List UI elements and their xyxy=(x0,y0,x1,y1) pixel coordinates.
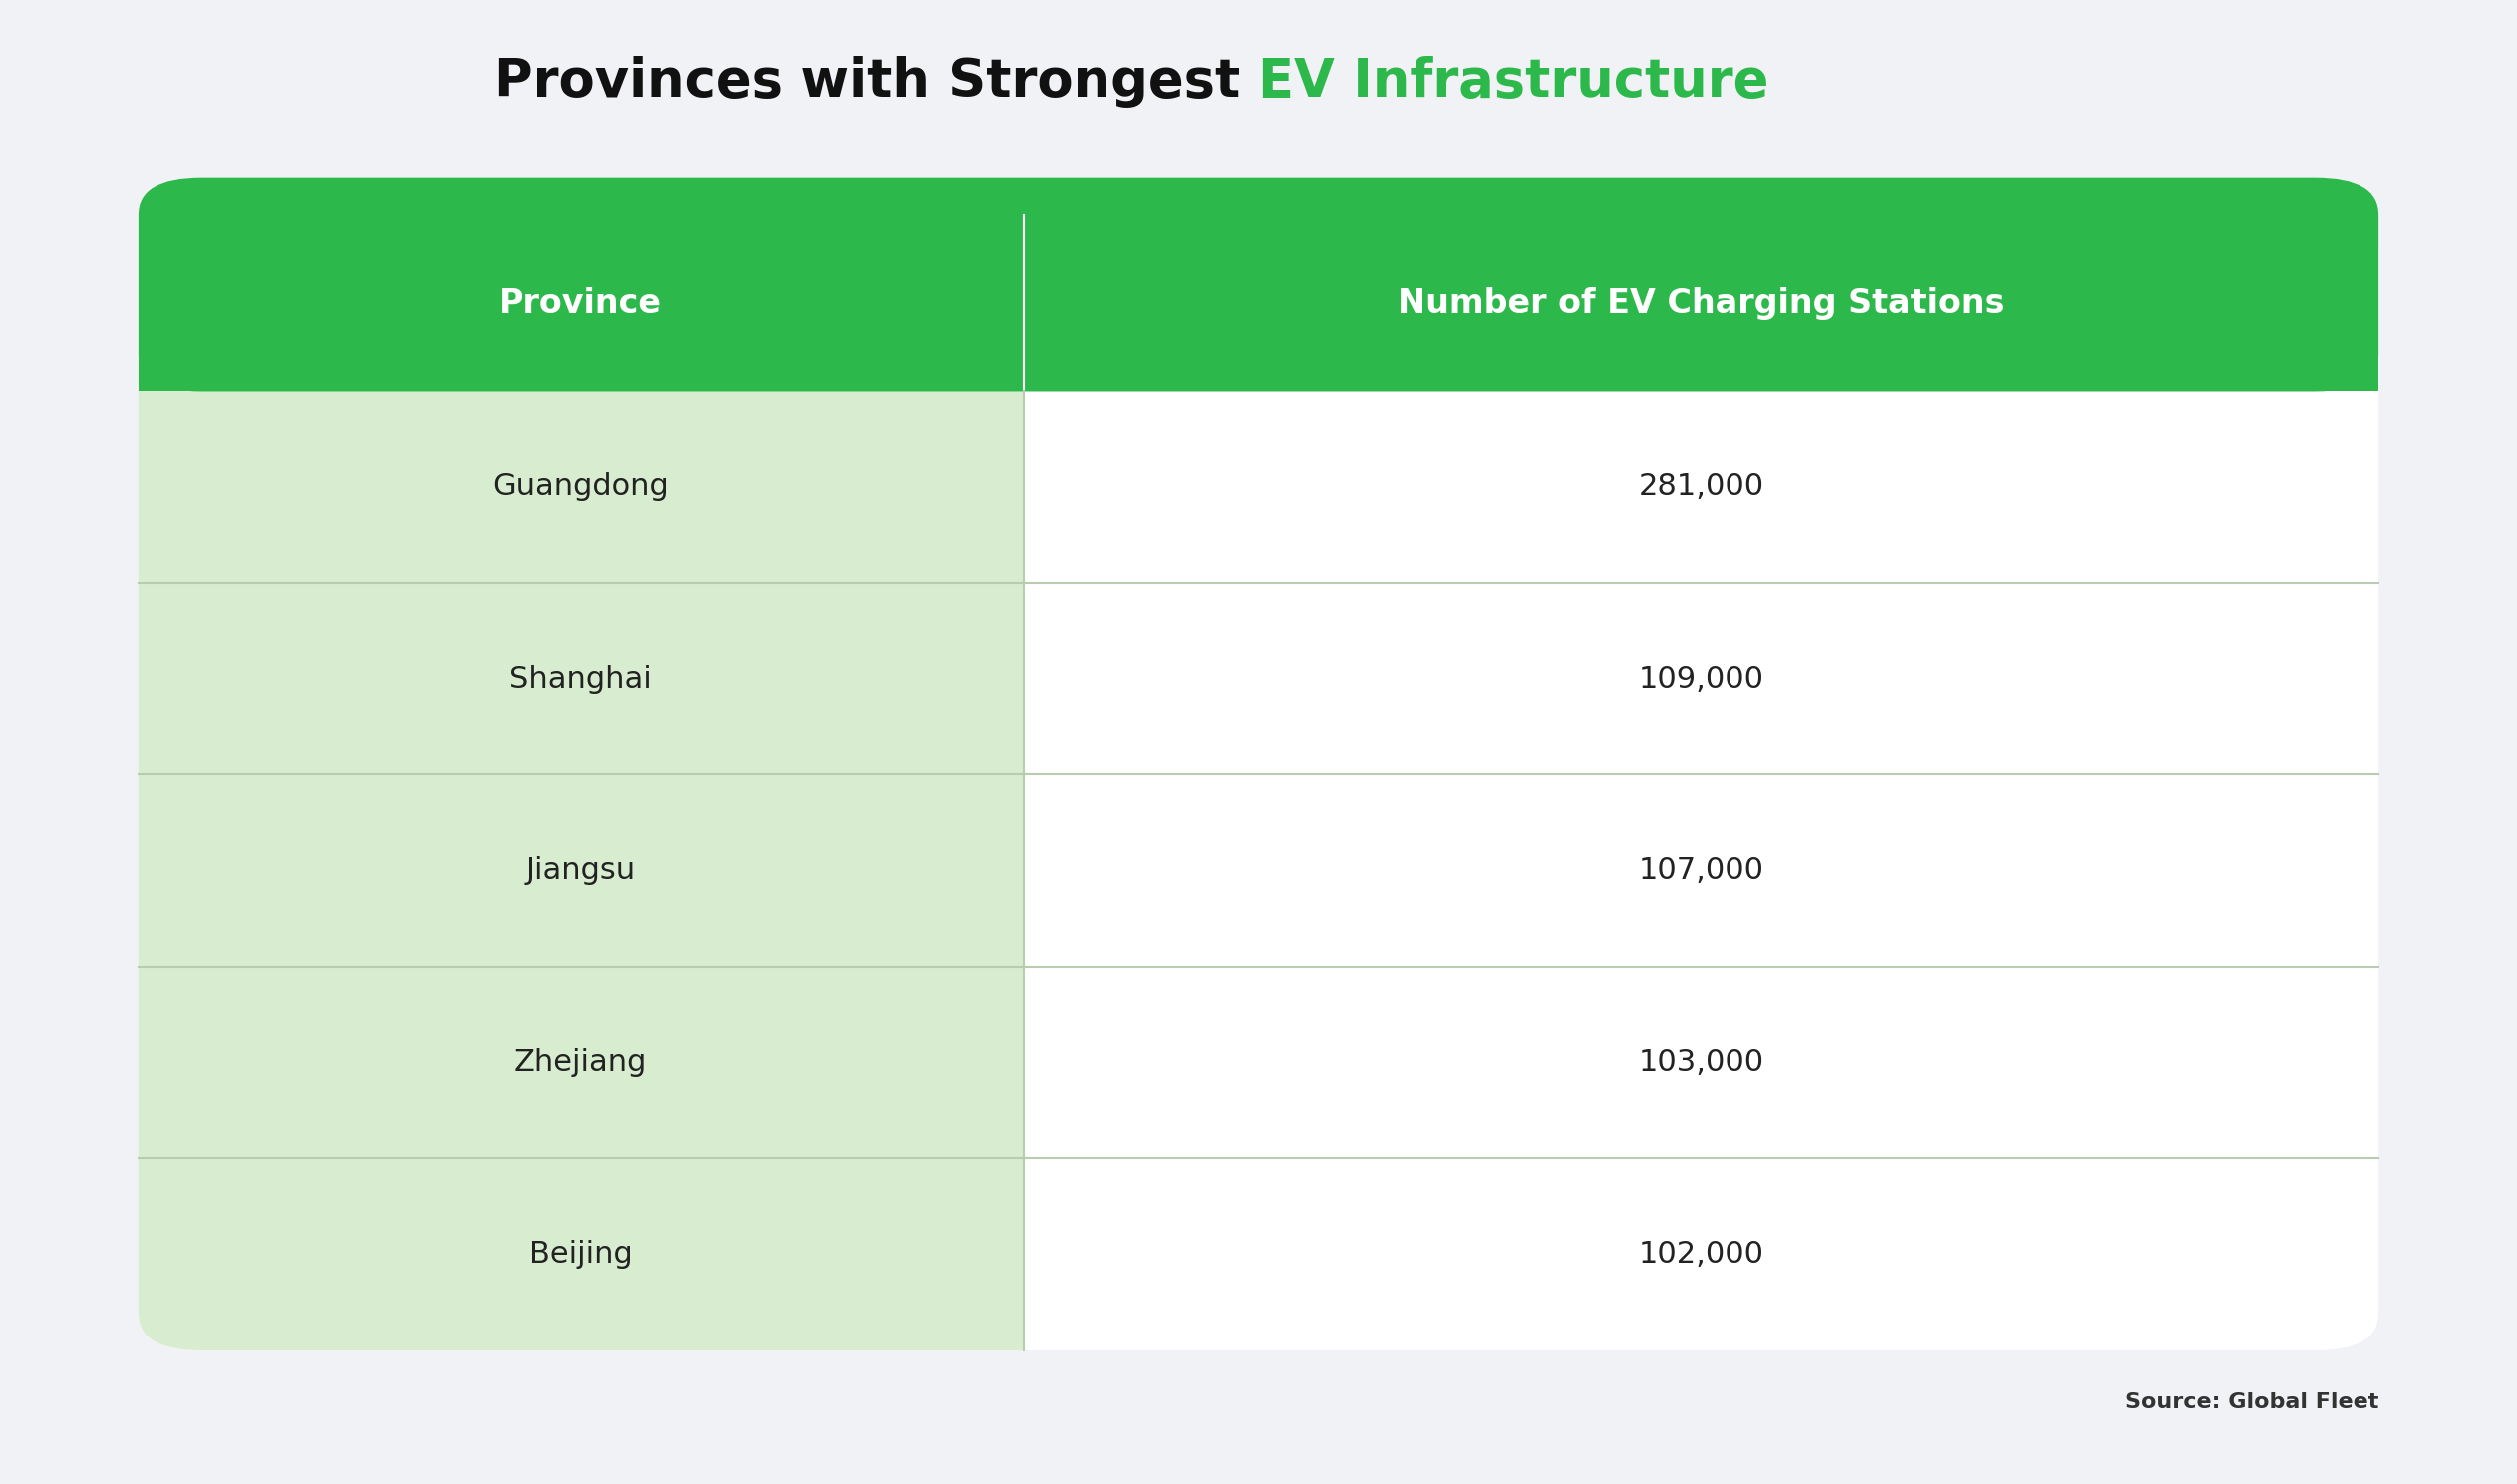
Text: 109,000: 109,000 xyxy=(1639,665,1764,693)
FancyBboxPatch shape xyxy=(138,215,2379,1350)
Text: Jiangsu: Jiangsu xyxy=(526,856,637,886)
Text: Guangdong: Guangdong xyxy=(493,472,670,502)
Text: Province: Province xyxy=(498,286,662,319)
FancyBboxPatch shape xyxy=(138,178,2379,392)
FancyBboxPatch shape xyxy=(138,215,1150,1350)
Bar xyxy=(1024,215,1175,1350)
Text: Number of EV Charging Stations: Number of EV Charging Stations xyxy=(1397,286,2004,319)
Text: Shanghai: Shanghai xyxy=(511,665,652,693)
Text: Provinces with Strongest: Provinces with Strongest xyxy=(493,56,1258,107)
Text: EV Infrastructure: EV Infrastructure xyxy=(1258,56,1769,107)
Text: Source: Global Fleet: Source: Global Fleet xyxy=(2124,1392,2379,1413)
Text: Beijing: Beijing xyxy=(529,1241,632,1269)
Bar xyxy=(138,355,2379,392)
Text: 102,000: 102,000 xyxy=(1639,1241,1764,1269)
Text: 107,000: 107,000 xyxy=(1639,856,1764,886)
Text: 281,000: 281,000 xyxy=(1639,472,1764,502)
Text: Zhejiang: Zhejiang xyxy=(513,1048,647,1077)
Text: 103,000: 103,000 xyxy=(1639,1048,1764,1077)
